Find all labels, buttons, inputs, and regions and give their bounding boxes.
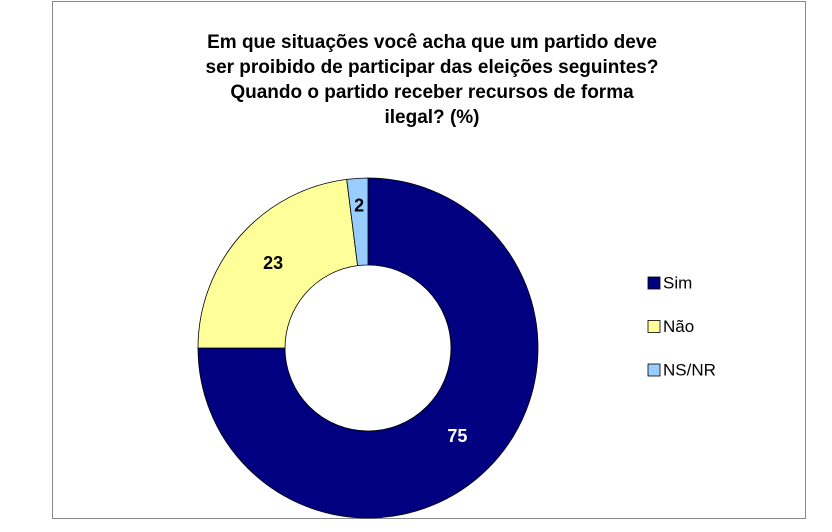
legend-label: Não <box>663 317 694 336</box>
legend-label: NS/NR <box>663 360 716 379</box>
data-label: 75 <box>447 426 467 446</box>
donut-segment <box>197 177 539 519</box>
donut-segment <box>197 178 359 349</box>
chart-frame <box>52 1 806 519</box>
legend-label: Sim <box>663 273 692 292</box>
data-label: 23 <box>263 253 283 273</box>
legend-swatch <box>647 276 661 290</box>
legend-swatch <box>647 320 661 333</box>
legend-swatch <box>647 363 661 377</box>
chart-title: Em que situações você acha que um partid… <box>205 32 659 128</box>
data-label: 2 <box>354 196 364 216</box>
donut-segment <box>346 177 369 267</box>
